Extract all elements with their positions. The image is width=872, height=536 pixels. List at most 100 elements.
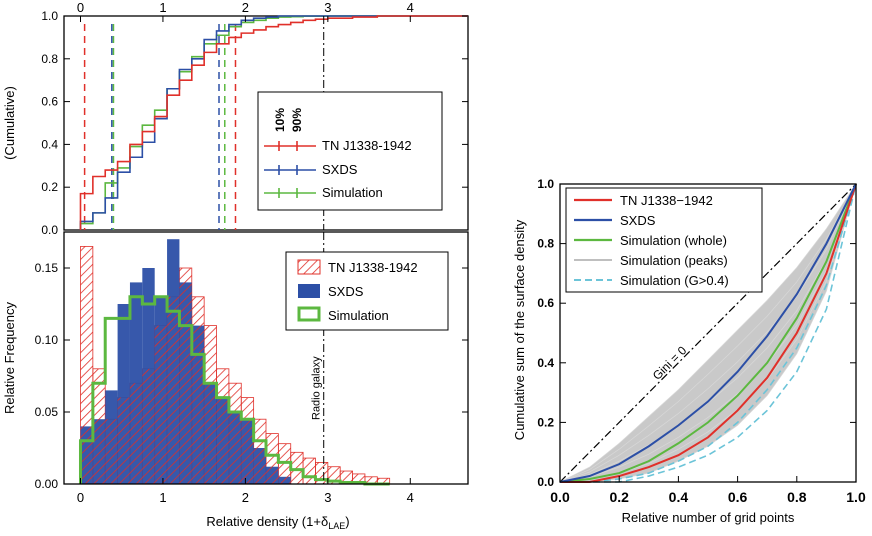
histogram-panel: Radio galaxy 0.00 0.05 0.10 0.15 0 1 2 3 4 Rela… (2, 231, 469, 531)
cumulative-y-label: (Cumulative) (2, 86, 17, 160)
y-tick-label: 1.0 (537, 177, 554, 191)
lorenz-frame (559, 183, 857, 483)
x-tick-label: 0 (77, 490, 84, 505)
top-tick-label: 3 (324, 0, 331, 15)
histogram-y-label: Relative Frequency (2, 302, 17, 414)
y-tick-label: 0.2 (41, 180, 58, 194)
x-tick-label: 1 (159, 490, 166, 505)
histogram-legend: TN J1338-1942 SXDS Simulation (285, 251, 449, 331)
hist-bar-overlap (228, 412, 242, 484)
hist-bar-overlap (129, 383, 143, 484)
cumulative-frame (63, 15, 469, 231)
hist-bar-overlap (266, 466, 279, 484)
peaks-line (559, 183, 857, 483)
legend-label-tn-hist: TN J1338-1942 (328, 260, 418, 275)
top-tick-label: 1 (159, 0, 166, 15)
cumulative-line-tn (79, 15, 468, 230)
legend-item-sxds: SXDS (264, 162, 358, 177)
hist-bar-overlap (142, 368, 155, 484)
y-tick-label: 0.8 (537, 237, 554, 251)
legend-label-sim-g04: Simulation (G>0.4) (620, 273, 729, 288)
lorenz-line-sim (559, 183, 857, 483)
x-tick-label: 0.6 (728, 489, 748, 505)
y-tick-label: 0.2 (537, 415, 554, 429)
histogram-y-ticks: 0.00 0.05 0.10 0.15 (35, 261, 468, 491)
hist-bar-overlap (154, 325, 168, 484)
histogram-bars (78, 239, 391, 486)
x-tick-label: 0.0 (550, 489, 570, 505)
y-tick-label: 0.00 (35, 477, 59, 491)
legend-label-tn: TN J1338-1942 (322, 138, 412, 153)
hist-bar-overlap (278, 476, 291, 484)
lorenz-legend: TN J1338−1942 SXDS Simulation (whole) Si… (565, 187, 763, 293)
cumulative-series (79, 15, 468, 230)
lorenz-line-g04-1 (560, 183, 857, 483)
x-tick-label: 2 (242, 490, 249, 505)
top-tick-label: 2 (242, 0, 249, 15)
y-tick-label: 0.4 (537, 356, 554, 370)
lorenz-line-tn (560, 183, 857, 483)
gini-zero-diagonal (559, 183, 857, 483)
top-tick-label: 0 (77, 0, 84, 15)
legend-item-sim-peaks: Simulation (peaks) (574, 253, 728, 268)
cumulative-panel: 0.0 0.2 0.4 0.6 0.8 1.0 0 1 2 3 4 (Cumulative) 10… (2, 0, 469, 237)
y-tick-label: 0.15 (35, 261, 59, 275)
lorenz-line-sxds (559, 183, 857, 483)
peaks-line (559, 183, 857, 483)
y-tick-label: 0.0 (537, 475, 554, 489)
legend-header-90: 90% (290, 108, 304, 132)
hist-bar-overlap (241, 419, 254, 484)
legend-item-sim: Simulation (264, 185, 383, 200)
legend-item-tn: TN J1338-1942 (264, 138, 412, 153)
legend-label-sim: Simulation (322, 185, 383, 200)
legend-label-sxds-lorenz: SXDS (620, 213, 656, 228)
hist-bar-overlap (204, 383, 217, 484)
cumulative-line-sxds (79, 15, 468, 230)
x-tick-label: 4 (407, 490, 414, 505)
y-tick-label: 0.0 (41, 223, 58, 237)
radio-galaxy-annotation: Radio galaxy (311, 356, 323, 420)
lorenz-panel: Gini = 0 0.0 0.2 0.4 0.6 0.8 1.0 0.0 0.2 0.4 0.6… (512, 177, 866, 525)
y-tick-label: 0.05 (35, 405, 59, 419)
hist-bar-tn (302, 457, 316, 485)
lorenz-y-label: Cumulative sum of the surface density (512, 219, 527, 440)
legend-item-sxds-lorenz: SXDS (574, 213, 656, 228)
hist-bar-overlap (80, 426, 93, 484)
legend-item-sim-g04: Simulation (G>0.4) (574, 273, 729, 288)
histogram-frame (63, 231, 469, 485)
x-tick-label: 3 (324, 490, 331, 505)
legend-label-sim-peaks: Simulation (peaks) (620, 253, 728, 268)
hist-bar-overlap (179, 282, 192, 484)
y-tick-label: 0.10 (35, 333, 59, 347)
legend-item-sxds-filled: SXDS (298, 284, 364, 299)
y-tick-label: 1.0 (41, 9, 58, 23)
top-tick-label: 4 (407, 0, 414, 15)
hist-bar-overlap (191, 325, 205, 484)
hist-bar-overlap (117, 397, 130, 484)
y-tick-label: 0.8 (41, 52, 58, 66)
cumulative-legend: 10% 90% TN J1338-1942 SXDS Simulation (257, 91, 443, 211)
legend-label-tn-lorenz: TN J1338−1942 (620, 193, 713, 208)
hist-bar-overlap (105, 419, 118, 484)
legend-item-sim-whole: Simulation (whole) (574, 233, 727, 248)
hist-bar-overlap (92, 419, 106, 484)
legend-label-sxds: SXDS (322, 162, 358, 177)
legend-item-tn-lorenz: TN J1338−1942 (574, 193, 713, 208)
x-tick-label: 1.0 (846, 489, 866, 505)
legend-header-10: 10% (273, 108, 287, 132)
legend-label-sim-whole: Simulation (whole) (620, 233, 727, 248)
legend-item-tn-hatched: TN J1338-1942 (297, 259, 418, 275)
hist-bar-overlap (216, 397, 229, 484)
lorenz-series (559, 183, 857, 483)
x-tick-label: 0.4 (669, 489, 689, 505)
peaks-line (559, 183, 857, 483)
legend-label-sxds-hist: SXDS (328, 284, 364, 299)
x-tick-label: 0.8 (787, 489, 807, 505)
legend-item-sim-outline: Simulation (297, 306, 389, 323)
peaks-line (559, 183, 857, 483)
y-tick-label: 0.6 (537, 296, 554, 310)
legend-label-sim-hist: Simulation (328, 308, 389, 323)
cumulative-percentile-lines (83, 24, 237, 230)
lorenz-y-ticks: 0.0 0.2 0.4 0.6 0.8 1.0 (537, 177, 856, 489)
